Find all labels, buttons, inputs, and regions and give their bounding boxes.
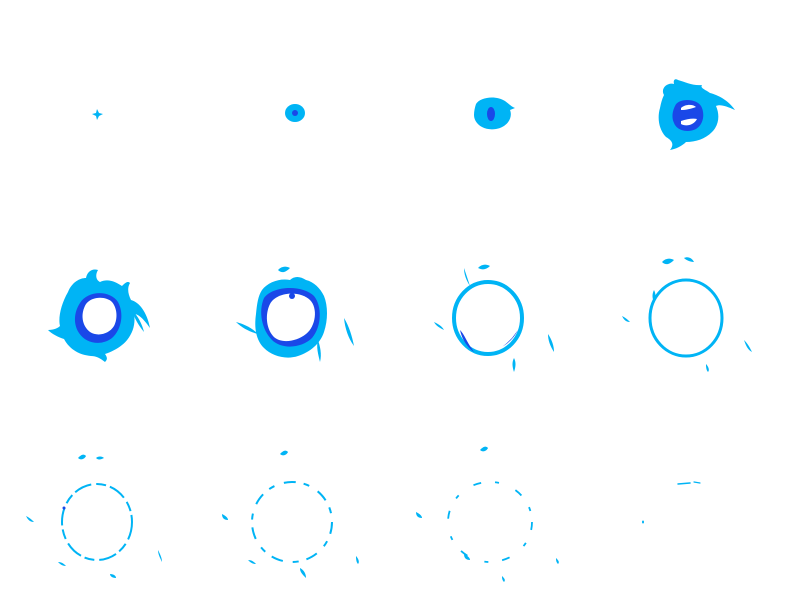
frame-2 <box>285 104 305 122</box>
burst-shard <box>622 316 630 322</box>
spark-star <box>92 109 103 120</box>
burst-shard <box>26 516 34 522</box>
frame-12 <box>642 481 701 524</box>
burst-shard <box>478 264 490 270</box>
frame-11 <box>416 446 559 582</box>
core-speck <box>289 293 295 299</box>
burst-shard <box>280 450 288 456</box>
residue-dot <box>642 520 644 524</box>
orb-inner <box>672 100 704 131</box>
burst-shard <box>652 290 656 302</box>
burst-shard <box>464 554 470 560</box>
orb-core <box>681 104 697 126</box>
orb-inner <box>292 110 298 116</box>
burst-shard <box>300 568 306 578</box>
burst-shard <box>502 576 505 582</box>
burst-shard <box>317 340 321 362</box>
ring <box>447 481 533 563</box>
frame-5 <box>48 269 150 362</box>
frame-4 <box>658 79 735 150</box>
residue-line <box>693 481 701 484</box>
frame-1 <box>92 109 103 120</box>
burst-shard <box>464 268 470 286</box>
frame-9 <box>26 454 162 578</box>
burst-shard <box>222 514 228 520</box>
burst-shard <box>356 556 359 564</box>
burst-shard <box>58 562 66 566</box>
burst-shard <box>344 318 354 346</box>
burst-shard <box>744 340 752 352</box>
ring <box>648 278 724 358</box>
frame-8 <box>622 257 752 372</box>
burst-shard <box>96 456 104 460</box>
ring <box>452 280 524 356</box>
burst-core <box>266 293 315 342</box>
frame-3 <box>474 97 515 130</box>
burst-shard <box>684 257 694 262</box>
burst-shard <box>512 358 516 372</box>
burst-shard <box>236 322 258 334</box>
burst-shard <box>416 512 422 518</box>
frame-7 <box>434 264 554 372</box>
burst-shard <box>158 550 162 562</box>
frame-6 <box>236 266 354 362</box>
burst-core <box>82 297 117 335</box>
residue-line <box>677 482 691 485</box>
burst-shard <box>132 310 144 332</box>
burst-shard <box>706 364 709 372</box>
burst-shard <box>278 266 290 273</box>
burst-shard <box>248 560 256 564</box>
burst-shard <box>480 446 488 452</box>
core-speck <box>62 506 66 510</box>
frame-10 <box>222 450 359 578</box>
ring <box>251 481 333 563</box>
burst-shard <box>556 558 559 564</box>
burst-shard <box>548 334 554 352</box>
orb-inner <box>487 107 495 121</box>
burst-shard <box>110 574 116 578</box>
burst-shard <box>662 258 674 265</box>
burst-shard <box>78 454 86 460</box>
burst-shard <box>434 322 444 330</box>
ring <box>61 483 133 561</box>
